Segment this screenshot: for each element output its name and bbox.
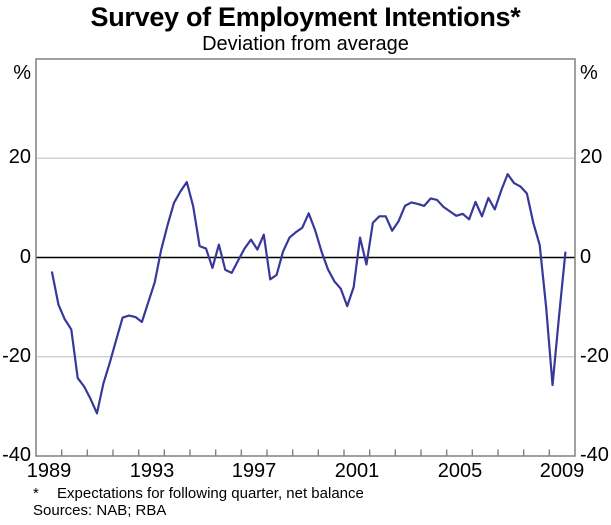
x-axis-tick-label: 1989: [26, 460, 72, 482]
x-axis-tick-label: 2001: [334, 460, 380, 482]
sources-text: Sources: NAB; RBA: [33, 502, 167, 519]
y-axis-tick-label: -20: [580, 345, 609, 367]
data-line-series: [50, 173, 567, 415]
x-axis-ticks: [60, 449, 551, 456]
chart-subtitle: Deviation from average: [202, 33, 409, 55]
footnote-marker: *: [33, 485, 39, 502]
gridlines: [37, 157, 574, 358]
x-axis-tick-label: 2005: [437, 460, 483, 482]
y-axis-tick-label: -20: [2, 345, 31, 367]
x-axis-tick-label: 1993: [129, 460, 175, 482]
y-axis-tick-label: -40: [580, 444, 609, 466]
y-axis-tick-label: 0: [19, 246, 31, 268]
x-axis-tick-label: 1997: [231, 460, 277, 482]
x-axis-tick-label: 2009: [539, 460, 585, 482]
y-axis-unit-right: %: [580, 62, 598, 84]
y-axis-tick-label: 20: [580, 146, 603, 168]
y-axis-tick-label: -40: [2, 444, 31, 466]
y-axis-unit-left: %: [13, 62, 31, 84]
footnote-text: Expectations for following quarter, net …: [57, 485, 364, 502]
plot-frame: [35, 58, 576, 457]
y-axis-tick-label: 0: [580, 246, 592, 268]
chart-title: Survey of Employment Intentions*: [90, 2, 521, 32]
y-axis-tick-label: 20: [8, 146, 31, 168]
